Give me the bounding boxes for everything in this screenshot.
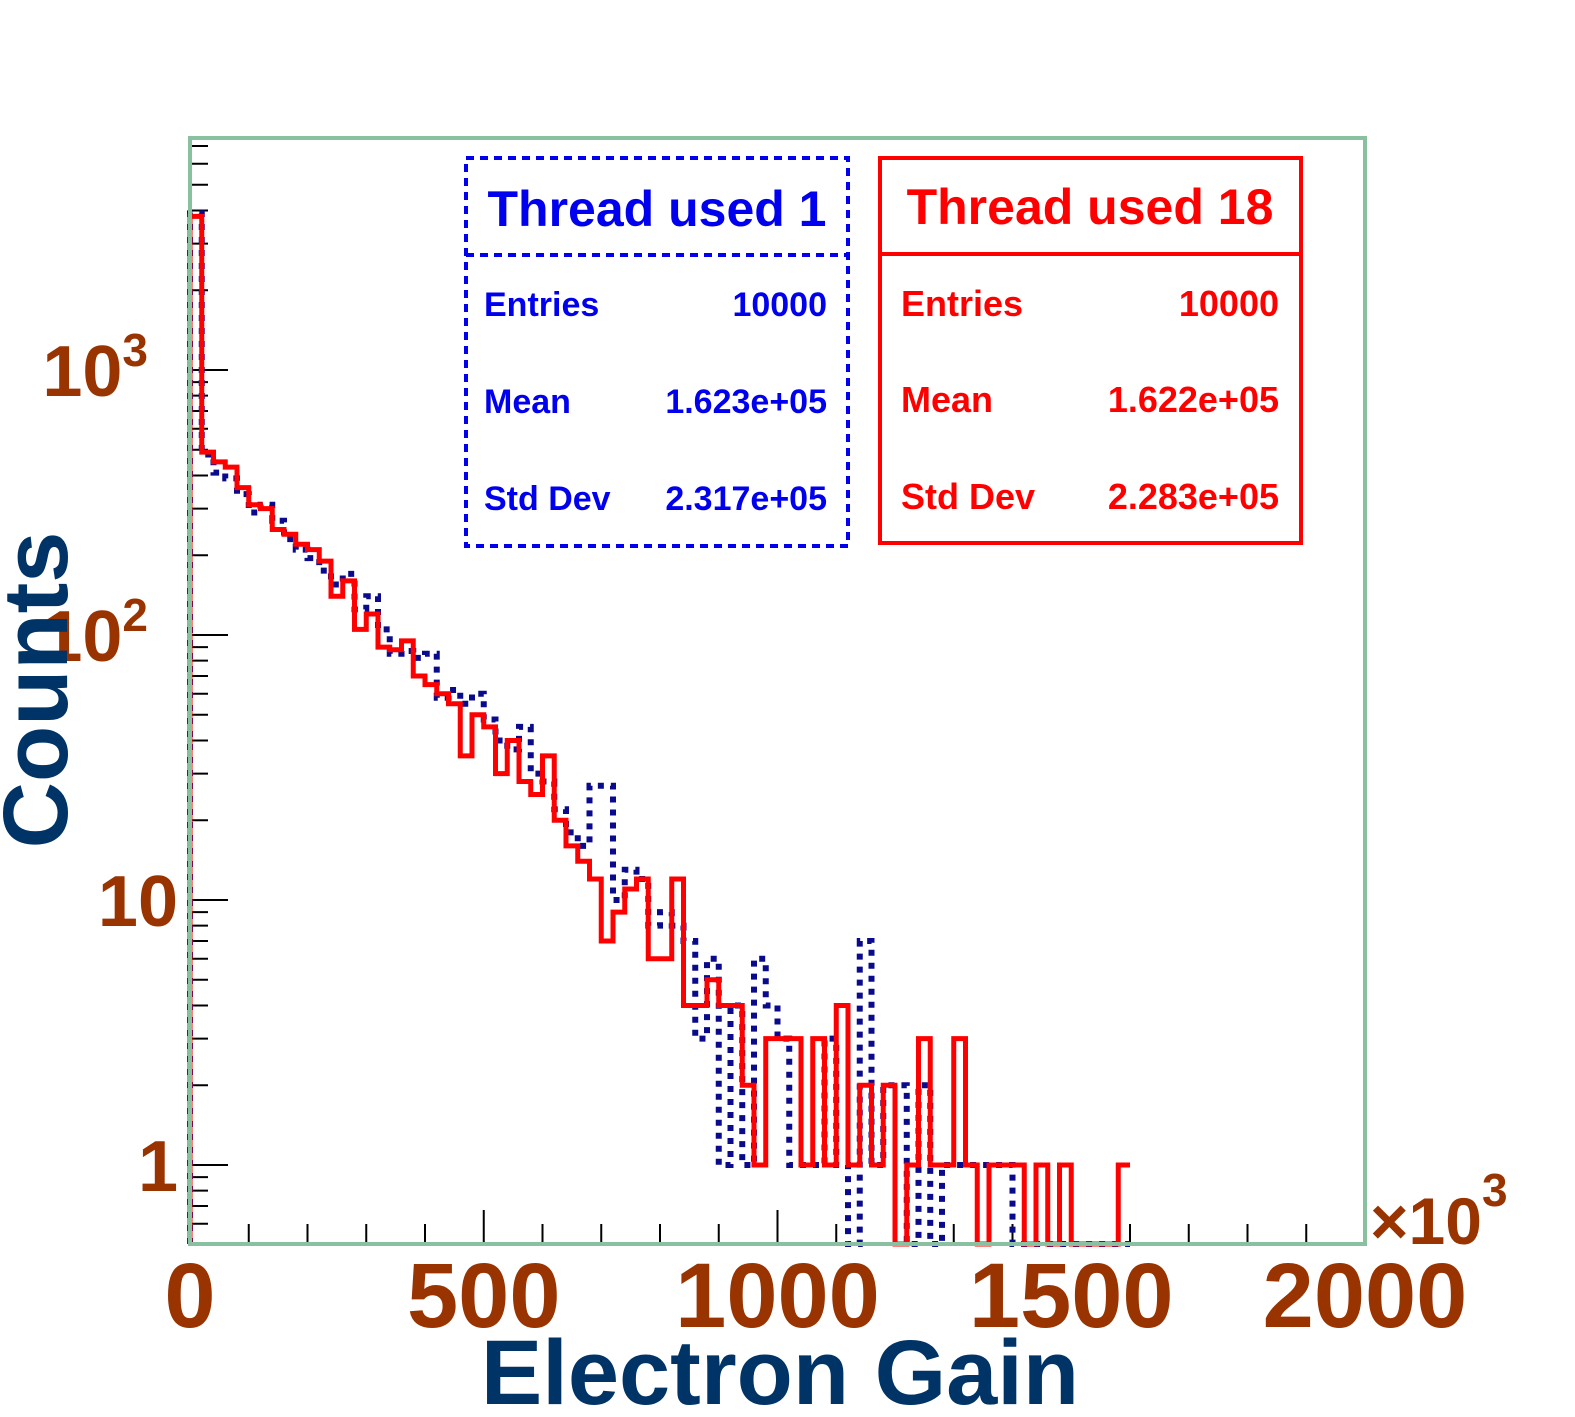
stats-box-series2-std-label: Std Dev (901, 476, 1035, 517)
stats-box-series2-mean-label: Mean (901, 379, 993, 420)
series-1-line (187, 210, 1130, 1247)
y-tick-label: 10 (98, 862, 178, 942)
stats-box-series1-entries-value: 10000 (732, 286, 827, 324)
stats-box-series1-frame (464, 156, 850, 548)
x-tick-label: 2000 (1263, 1245, 1468, 1347)
x-tick-label: 0 (164, 1245, 215, 1347)
stats-box-series1-entries-label: Entries (484, 286, 599, 324)
x-axis-multiplier-base: ×10 (1370, 1184, 1482, 1258)
plot-frame (188, 136, 1367, 1246)
y-tick-label: 1 (138, 1127, 178, 1207)
y-tick-label-base: 10 (42, 597, 122, 677)
x-tick-label: 500 (407, 1245, 561, 1347)
y-tick-label: 102 (42, 589, 148, 677)
series-layer (187, 210, 1130, 1247)
y-tick-label-exponent: 2 (122, 589, 148, 641)
series-1 (187, 210, 1130, 1247)
x-tick-label: 1000 (675, 1245, 880, 1347)
y-tick-label: 103 (42, 324, 148, 412)
y-tick-label-base: 10 (98, 862, 178, 942)
y-tick-label-base: 1 (138, 1127, 178, 1207)
stats-box-series2-title: Thread used 18 (907, 179, 1274, 235)
x-axis-title: Electron Gain (481, 1322, 1079, 1417)
x-axis-multiplier: ×103 (1370, 1164, 1508, 1258)
stats-box-series2: Thread used 18 Entries 10000 Mean 1.622e… (878, 156, 1303, 545)
stats-box-series1-std-label: Std Dev (484, 480, 611, 518)
stats-box-series1-std-value: 2.317e+05 (665, 480, 827, 518)
x-tick-label: 1500 (969, 1245, 1174, 1347)
stats-box-series2-frame (878, 156, 1303, 545)
y-tick-label-exponent: 3 (122, 324, 148, 376)
stats-box-series2-entries-label: Entries (901, 283, 1023, 324)
series-2-line (187, 213, 1130, 1247)
stats-box-series1-mean-value: 1.623e+05 (665, 383, 827, 421)
y-axis-title: Counts (0, 532, 87, 849)
stats-box-series1: Thread used 1 Entries 10000 Mean 1.623e+… (464, 156, 850, 548)
stats-box-series1-mean-label: Mean (484, 383, 571, 421)
y-tick-label-base: 10 (42, 332, 122, 412)
stats-box-series1-title: Thread used 1 (488, 181, 827, 237)
stats-box-series2-entries-value: 10000 (1179, 283, 1279, 324)
stats-box-series2-std-value: 2.283e+05 (1108, 476, 1279, 517)
series-2 (187, 213, 1130, 1247)
stats-box-series2-mean-value: 1.622e+05 (1108, 379, 1279, 420)
axis-ticks (189, 145, 1366, 1245)
x-axis-multiplier-exponent: 3 (1482, 1164, 1508, 1216)
